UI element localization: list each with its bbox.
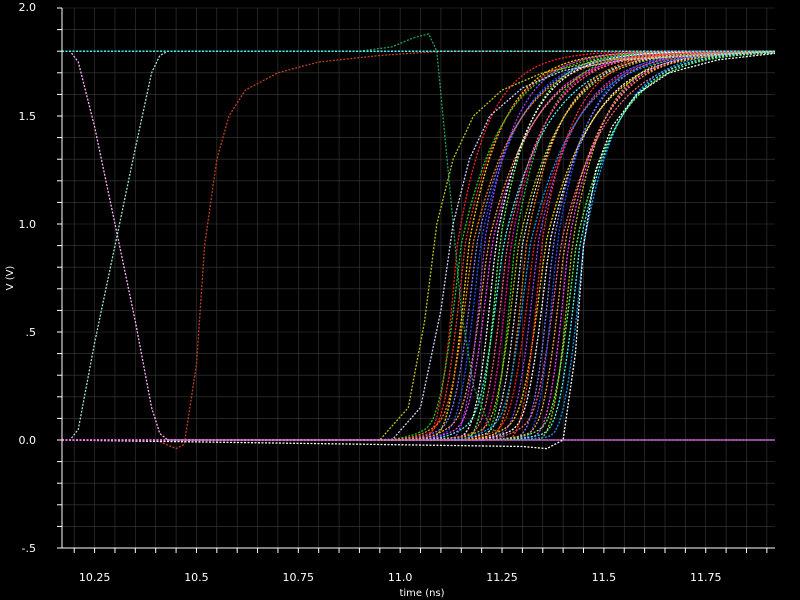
y-tick-label: 1.0	[19, 218, 37, 231]
x-tick-label: 11.5	[592, 571, 617, 584]
series-line	[62, 50, 776, 441]
series-line	[61, 52, 776, 450]
y-tick-labels: -.5 0.0 .5 1.0 1.5 2.0	[19, 1, 37, 555]
x-tick-label: 11.75	[690, 571, 722, 584]
y-tick-label: 2.0	[19, 1, 37, 14]
series-line	[62, 50, 775, 450]
y-tick-label: 1.5	[19, 110, 37, 123]
bundle-series-line	[62, 50, 775, 441]
bundle-series-line	[62, 51, 776, 441]
bundle-series-line	[62, 50, 775, 441]
x-tick-label: 10.75	[283, 571, 315, 584]
series-line	[62, 50, 776, 441]
bundle-series-line	[62, 50, 775, 441]
bundle-series-line	[62, 50, 776, 441]
bundle-series-line	[62, 51, 776, 441]
x-tick-label: 11.25	[486, 571, 518, 584]
y-tick-label: 0.0	[19, 434, 37, 447]
series-layer	[61, 33, 776, 450]
y-tick-label: .5	[26, 326, 37, 339]
x-tick-labels: 10.25 10.5 10.75 11.0 11.25 11.5 11.75	[79, 571, 722, 584]
bundle-series-line	[62, 50, 775, 441]
grid	[62, 7, 775, 549]
series-line	[62, 50, 775, 441]
y-axis-label: V (V)	[5, 266, 16, 291]
series-line	[62, 50, 775, 441]
bundle-series-line	[62, 50, 776, 441]
x-axis-label: time (ns)	[399, 588, 444, 599]
y-tick-label: -.5	[22, 542, 36, 555]
x-tick-label: 10.25	[79, 571, 111, 584]
x-tick-label: 11.0	[388, 571, 413, 584]
axes	[57, 7, 775, 553]
x-tick-label: 10.5	[184, 571, 209, 584]
